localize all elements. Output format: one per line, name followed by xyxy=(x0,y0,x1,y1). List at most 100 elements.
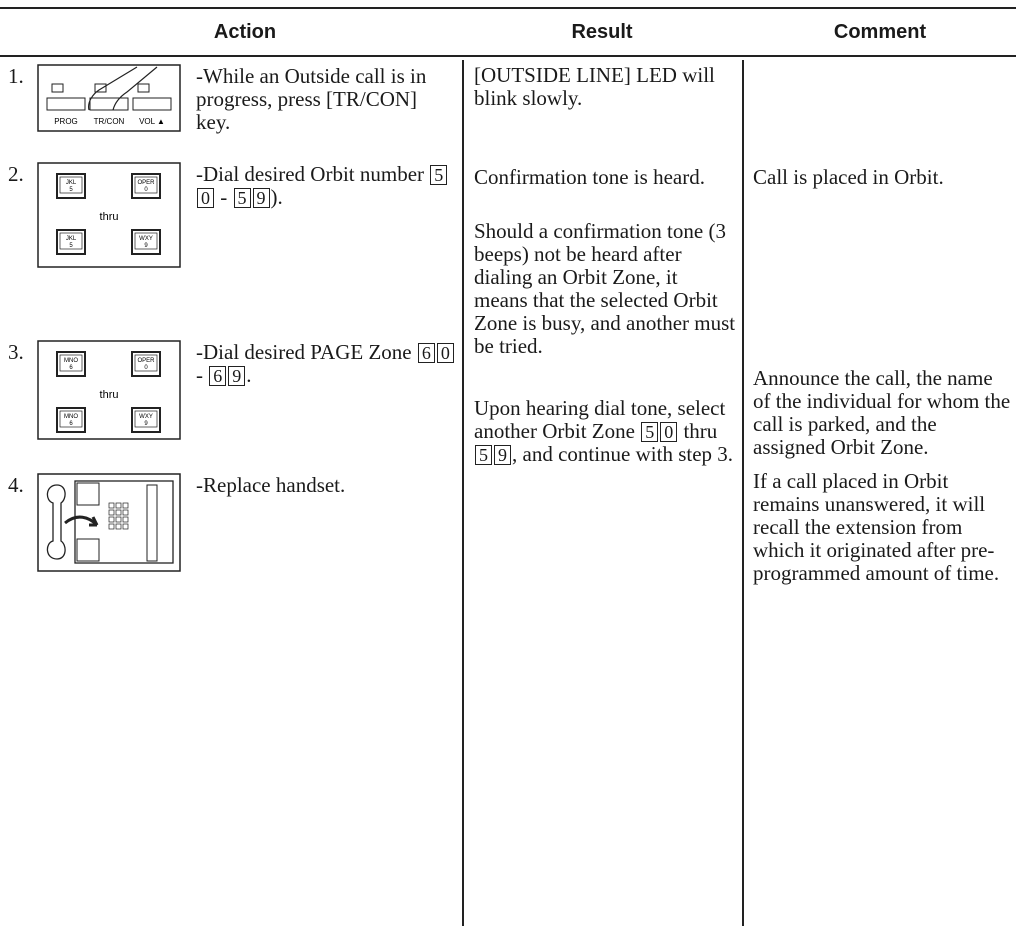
keypad-button xyxy=(115,516,122,523)
key-letters: OPER xyxy=(137,180,155,186)
phone-body xyxy=(74,480,174,564)
frame xyxy=(37,64,181,132)
column-divider xyxy=(742,60,744,926)
key-letters: MNO xyxy=(64,358,78,364)
key xyxy=(46,97,86,111)
key-box: 6 xyxy=(209,366,227,386)
frame xyxy=(37,162,181,268)
text: - xyxy=(196,363,209,387)
key-letters: WXY xyxy=(139,236,153,242)
text: Should a confirmation tone (3 beeps) not… xyxy=(474,219,736,358)
key-digit: 6 xyxy=(69,421,73,427)
step-illustration: PROG TR/CON VOL ▲ xyxy=(37,64,181,132)
key-digit: 9 xyxy=(144,243,148,249)
key-box: 0 xyxy=(436,343,454,363)
text: Upon hearing dial tone, select another O… xyxy=(474,396,726,443)
key-digit: 5 xyxy=(69,243,73,249)
result-text: Upon hearing dial tone, select another O… xyxy=(474,397,736,466)
comment-text: If a call placed in Orbit remains unansw… xyxy=(753,470,1011,585)
top-rule xyxy=(0,7,1016,9)
header-rule xyxy=(0,55,1016,57)
keypad-button xyxy=(122,502,129,509)
key-box: 6 xyxy=(417,343,435,363)
keycap-face xyxy=(134,354,158,372)
keycap xyxy=(56,173,86,199)
text: -Replace handset. xyxy=(196,473,346,497)
key-label: TR/CON xyxy=(94,117,125,126)
keypad-button xyxy=(122,509,129,516)
action-text: -Dial desired Orbit number 50 - 5 9). xyxy=(196,163,456,209)
text: -Dial desired Orbit number xyxy=(196,162,430,186)
text: Announce the call, the name of the indiv… xyxy=(753,366,1011,459)
result-text: Confirmation tone is heard. xyxy=(474,166,736,189)
text: ). xyxy=(270,185,283,209)
key-box: 5 xyxy=(233,188,251,208)
cradle xyxy=(76,538,100,562)
key-box: 5 xyxy=(475,445,492,465)
step-illustration xyxy=(37,473,181,572)
keypad-button xyxy=(108,502,115,509)
action-text: -Replace handset. xyxy=(196,474,456,497)
step-number: 4. xyxy=(8,473,24,497)
text: Confirmation tone is heard. xyxy=(474,165,705,189)
header-comment: Comment xyxy=(833,21,927,43)
keycap xyxy=(131,407,161,433)
keycap xyxy=(56,351,86,377)
keypad-button xyxy=(108,516,115,523)
handset xyxy=(46,484,66,560)
keycap-face xyxy=(134,176,158,194)
header-result: Result xyxy=(571,21,633,43)
key-box: 5 xyxy=(430,165,448,185)
keypad-button xyxy=(115,509,122,516)
led xyxy=(51,83,64,93)
keycap-face xyxy=(59,410,83,428)
text: . xyxy=(246,363,252,387)
keycap xyxy=(131,173,161,199)
key-box: 9 xyxy=(252,188,270,208)
key-label: PROG xyxy=(54,117,78,126)
arrow xyxy=(64,515,99,527)
keypad-button xyxy=(115,523,122,530)
comment-text: Announce the call, the name of the indiv… xyxy=(753,367,1011,459)
keycap-face xyxy=(59,232,83,250)
between-label: thru xyxy=(100,211,119,223)
key-digit: 6 xyxy=(69,365,73,371)
key-digit: 0 xyxy=(144,187,148,193)
keycap xyxy=(131,351,161,377)
led xyxy=(137,83,150,93)
keypad-button xyxy=(108,523,115,530)
key-box: 0 xyxy=(197,188,214,208)
keycap-face xyxy=(134,232,158,250)
key-letters: JKL xyxy=(66,236,77,242)
key-box: 0 xyxy=(660,422,678,442)
step-number: 1. xyxy=(8,64,24,88)
key-box: 9 xyxy=(494,445,511,465)
result-text: Should a confirmation tone (3 beeps) not… xyxy=(474,220,736,358)
cradle xyxy=(76,482,100,506)
frame xyxy=(37,473,181,572)
result-text: [OUTSIDE LINE] LED will blink slowly. xyxy=(474,64,736,110)
keycap-face xyxy=(134,410,158,428)
keypad-button xyxy=(108,509,115,516)
key-label: VOL ▲ xyxy=(139,117,165,126)
comment-text: Call is placed in Orbit. xyxy=(753,166,1011,189)
header-action: Action xyxy=(213,21,277,43)
keycap xyxy=(131,229,161,255)
key-digit: 9 xyxy=(144,421,148,427)
key-letters: WXY xyxy=(139,414,153,420)
keypad-button xyxy=(122,523,129,530)
text: If a call placed in Orbit remains unansw… xyxy=(753,469,1000,585)
key xyxy=(89,97,129,111)
text: Call is placed in Orbit. xyxy=(753,165,944,189)
keycap-face xyxy=(59,176,83,194)
step-number: 2. xyxy=(8,162,24,186)
key-letters: MNO xyxy=(64,414,78,420)
frame xyxy=(37,340,181,440)
column-divider xyxy=(462,60,464,926)
action-text: -While an Outside call is in progress, p… xyxy=(196,65,456,134)
key-digit: 5 xyxy=(69,187,73,193)
text: , and continue with step 3. xyxy=(512,442,734,466)
key-letters: OPER xyxy=(137,358,155,364)
